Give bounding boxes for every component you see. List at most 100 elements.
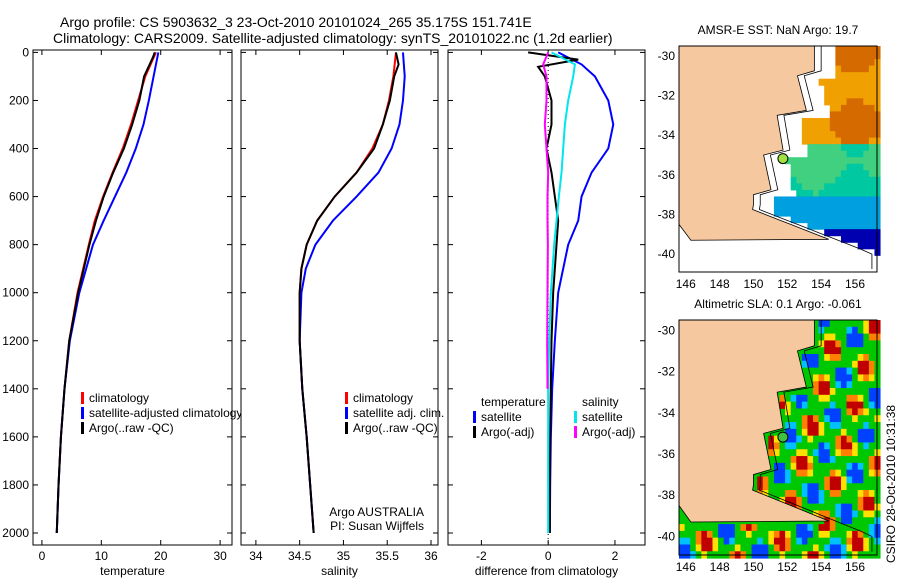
map-cell (868, 360, 875, 369)
map-cell (857, 442, 864, 450)
map-cell (846, 462, 853, 471)
map-cell (829, 496, 836, 505)
y-tick-label: 1600 (2, 430, 29, 444)
map-cell (840, 469, 848, 477)
map-cell (829, 381, 836, 389)
map-cell (868, 524, 875, 532)
map-cell (874, 428, 881, 437)
map-cell (785, 442, 792, 450)
map-cell (852, 117, 859, 126)
map-cell (768, 483, 775, 491)
map-cell (857, 196, 864, 204)
map-cell (801, 189, 808, 197)
map-cell (874, 326, 881, 335)
map-cell (768, 530, 775, 539)
map-cell (824, 196, 831, 204)
map-x-tick-label: 150 (743, 560, 763, 574)
map-cell (824, 360, 831, 369)
map-cell (868, 347, 875, 355)
map-cell (868, 320, 875, 328)
map-cell (790, 496, 797, 505)
map-cell (790, 456, 797, 464)
map-cell (835, 176, 842, 184)
map-cell (695, 530, 702, 539)
map-cell (818, 124, 825, 132)
map-cell (807, 435, 814, 443)
map-cell (846, 320, 853, 328)
map-cell (790, 216, 797, 224)
map-cell (813, 510, 820, 518)
map-cell (846, 183, 853, 191)
map-cell (796, 216, 803, 224)
map-cell (840, 422, 848, 430)
map-cell (840, 517, 848, 525)
legend-swatch (345, 422, 348, 434)
map-cell (790, 408, 797, 416)
legend-label: satellite-adjusted climatology (89, 406, 242, 420)
map-cell (868, 46, 875, 54)
map-cell (840, 381, 848, 389)
map-cell (840, 78, 848, 86)
map-cell (835, 333, 842, 341)
map-cell (807, 196, 814, 204)
map-cell (835, 104, 842, 112)
map-cell (852, 483, 859, 491)
map-cell (868, 52, 875, 60)
map-cell (852, 510, 859, 518)
map-cell (840, 320, 848, 328)
map-cell (773, 456, 781, 464)
x-tick-label: -2 (476, 549, 487, 563)
map-cell (835, 229, 842, 237)
land-mass (678, 319, 829, 523)
map-cell (852, 537, 859, 545)
map-cell (829, 320, 836, 328)
map-cell (868, 144, 875, 152)
map-cell (857, 104, 864, 112)
map-cell (807, 176, 814, 184)
map-cell (807, 462, 814, 471)
map-cell (835, 394, 842, 403)
map-cell (868, 442, 875, 450)
map-cell (846, 422, 853, 430)
map-cell (846, 203, 853, 211)
map-cell (801, 137, 808, 145)
map-cell (813, 381, 820, 389)
map-cell (857, 183, 864, 191)
map-cell (874, 422, 881, 430)
map-cell (824, 415, 831, 423)
map-cell (829, 360, 836, 369)
map-cell (835, 408, 842, 416)
map-cell (779, 483, 786, 491)
map-cell (695, 544, 702, 552)
map-cell (835, 157, 842, 165)
map-cell (818, 137, 825, 145)
map-cell (840, 196, 848, 204)
map-cell (846, 408, 853, 416)
map-cell (740, 544, 747, 552)
map-cell (846, 78, 853, 86)
map-cell (863, 510, 870, 518)
map-cell (868, 242, 875, 250)
map-cell (813, 176, 820, 184)
map-cell (813, 388, 820, 396)
map-cell (857, 388, 864, 396)
x-tick-label: 0 (545, 549, 552, 563)
map-cell (840, 360, 848, 369)
map-cell (868, 104, 875, 112)
map-cell (824, 320, 831, 328)
map-cell (874, 203, 881, 211)
map-cell (785, 422, 792, 430)
map-cell (829, 422, 836, 430)
map-cell (874, 163, 881, 171)
map-cell (846, 449, 853, 457)
map-cell (840, 524, 848, 532)
y-tick-label: 400 (9, 142, 29, 156)
map-cell (824, 388, 831, 396)
map-1: AMSR-E SST: NaN Argo: 19.7 146 148 150 152 15… (658, 23, 881, 291)
map-cell (790, 544, 797, 552)
map-cell (857, 517, 864, 525)
map-cell (863, 422, 870, 430)
map-cell (829, 469, 836, 477)
map-cell (829, 442, 836, 450)
map-cell (829, 104, 836, 112)
